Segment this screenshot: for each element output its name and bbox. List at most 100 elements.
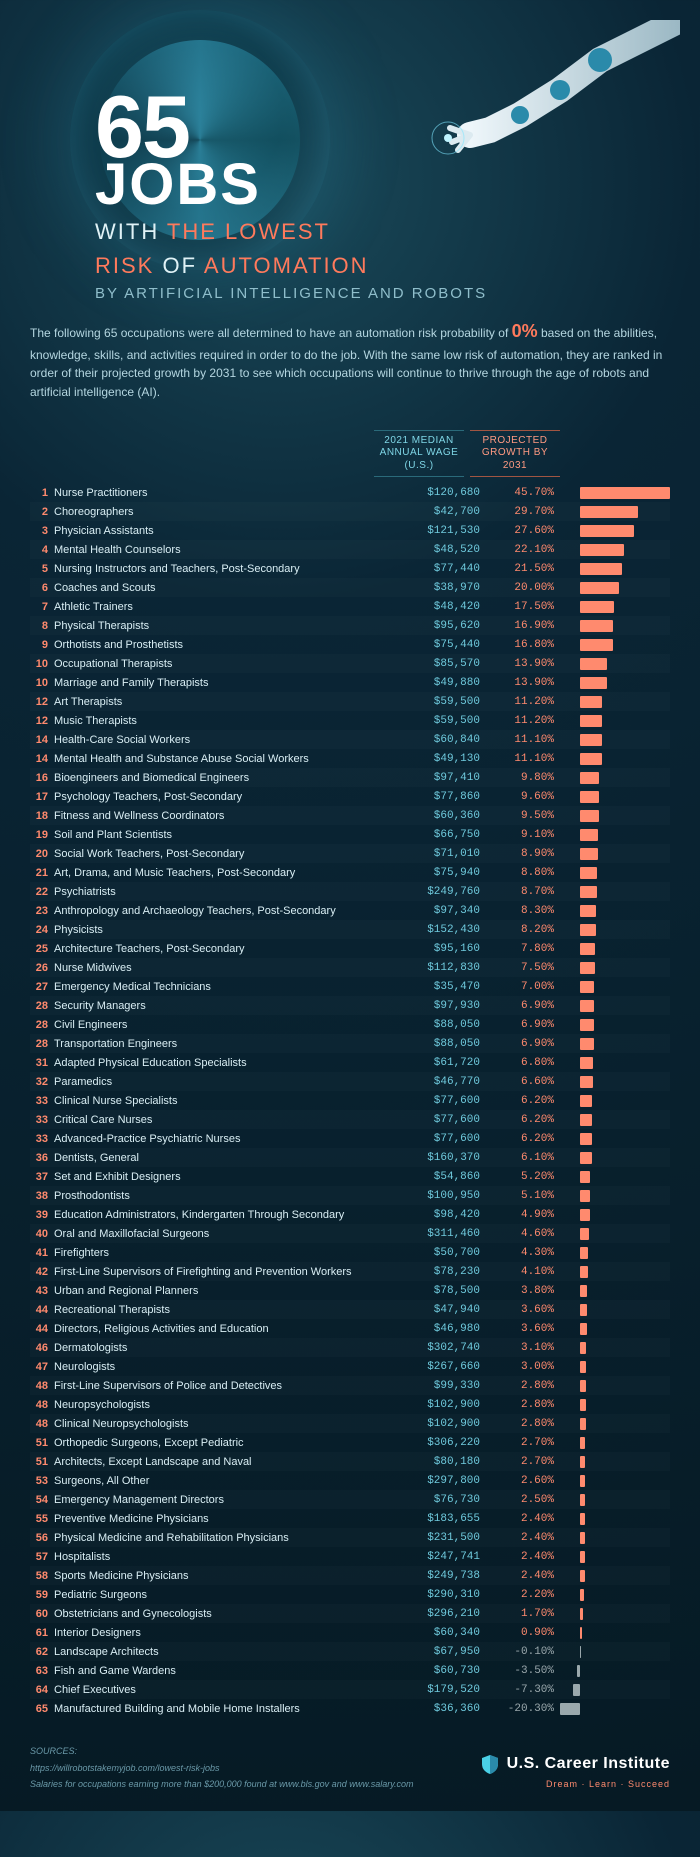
rank-cell: 36 <box>30 1152 54 1164</box>
table-row: 48Neuropsychologists$102,900 2.80% <box>30 1395 670 1414</box>
table-row: 60Obstetricians and Gynecologists$296,21… <box>30 1604 670 1623</box>
growth-cell: 5.20% <box>490 1171 560 1183</box>
job-cell: Orthotists and Prosthetists <box>54 639 400 651</box>
bar-cell <box>560 733 670 747</box>
sub2-of: OF <box>162 253 203 278</box>
job-cell: Architecture Teachers, Post-Secondary <box>54 943 400 955</box>
rank-cell: 43 <box>30 1285 54 1297</box>
bar-cell <box>560 1341 670 1355</box>
wage-cell: $47,940 <box>400 1304 490 1316</box>
rank-cell: 17 <box>30 791 54 803</box>
table-row: 26Nurse Midwives$112,830 7.50% <box>30 958 670 977</box>
growth-cell: 9.60% <box>490 791 560 803</box>
bar-cell <box>560 638 670 652</box>
table-row: 20Social Work Teachers, Post-Secondary$7… <box>30 844 670 863</box>
job-cell: Nurse Midwives <box>54 962 400 974</box>
rank-cell: 24 <box>30 924 54 936</box>
wage-cell: $231,500 <box>400 1532 490 1544</box>
rank-cell: 10 <box>30 658 54 670</box>
job-cell: Transportation Engineers <box>54 1038 400 1050</box>
bar-cell <box>560 1303 670 1317</box>
job-cell: Neuropsychologists <box>54 1399 400 1411</box>
table-row: 14Mental Health and Substance Abuse Soci… <box>30 749 670 768</box>
table-row: 14Health-Care Social Workers$60,840 11.1… <box>30 730 670 749</box>
growth-cell: 11.20% <box>490 715 560 727</box>
table-row: 64Chief Executives$179,520-7.30% <box>30 1680 670 1699</box>
table-row: 3Physician Assistants$121,530 27.60% <box>30 521 670 540</box>
growth-cell: 7.80% <box>490 943 560 955</box>
wage-cell: $75,440 <box>400 639 490 651</box>
bar-cell <box>560 847 670 861</box>
table-row: 48First-Line Supervisors of Police and D… <box>30 1376 670 1395</box>
job-cell: Psychiatrists <box>54 886 400 898</box>
bar-cell <box>560 1265 670 1279</box>
shield-icon <box>479 1753 501 1775</box>
bar-cell <box>560 790 670 804</box>
job-cell: Security Managers <box>54 1000 400 1012</box>
job-cell: Civil Engineers <box>54 1019 400 1031</box>
rank-cell: 65 <box>30 1703 54 1715</box>
brand-text: U.S. Career Institute <box>507 1755 670 1772</box>
rank-cell: 6 <box>30 582 54 594</box>
bar-cell <box>560 562 670 576</box>
growth-cell: -0.10% <box>490 1646 560 1658</box>
growth-cell: 29.70% <box>490 506 560 518</box>
wage-cell: $60,840 <box>400 734 490 746</box>
job-cell: Chief Executives <box>54 1684 400 1696</box>
growth-bar <box>580 506 638 518</box>
job-cell: Soil and Plant Scientists <box>54 829 400 841</box>
job-cell: Occupational Therapists <box>54 658 400 670</box>
wage-cell: $50,700 <box>400 1247 490 1259</box>
growth-cell: 9.50% <box>490 810 560 822</box>
sources-label: SOURCES: <box>30 1744 414 1758</box>
bar-cell <box>560 1417 670 1431</box>
wage-cell: $48,520 <box>400 544 490 556</box>
growth-bar <box>580 1608 583 1620</box>
growth-bar <box>580 810 599 822</box>
job-cell: Nursing Instructors and Teachers, Post-S… <box>54 563 400 575</box>
rank-cell: 38 <box>30 1190 54 1202</box>
wage-cell: $160,370 <box>400 1152 490 1164</box>
rank-cell: 33 <box>30 1114 54 1126</box>
bar-cell <box>560 1018 670 1032</box>
job-cell: Athletic Trainers <box>54 601 400 613</box>
table-row: 33Advanced-Practice Psychiatric Nurses$7… <box>30 1129 670 1148</box>
growth-cell: 20.00% <box>490 582 560 594</box>
growth-cell: 3.60% <box>490 1304 560 1316</box>
wage-cell: $290,310 <box>400 1589 490 1601</box>
rank-cell: 47 <box>30 1361 54 1373</box>
rank-cell: 2 <box>30 506 54 518</box>
growth-bar <box>580 1399 586 1411</box>
growth-bar <box>580 867 597 879</box>
job-cell: Surgeons, All Other <box>54 1475 400 1487</box>
growth-bar <box>580 1000 594 1012</box>
wage-cell: $48,420 <box>400 601 490 613</box>
job-cell: Fish and Game Wardens <box>54 1665 400 1677</box>
rank-cell: 51 <box>30 1456 54 1468</box>
table-row: 16Bioengineers and Biomedical Engineers$… <box>30 768 670 787</box>
bar-cell <box>560 1132 670 1146</box>
rank-cell: 10 <box>30 677 54 689</box>
wage-cell: $183,655 <box>400 1513 490 1525</box>
bar-cell <box>560 1512 670 1526</box>
table-row: 18Fitness and Wellness Coordinators$60,3… <box>30 806 670 825</box>
growth-cell: 8.90% <box>490 848 560 860</box>
growth-cell: 22.10% <box>490 544 560 556</box>
growth-bar <box>580 848 598 860</box>
growth-bar <box>580 924 596 936</box>
job-cell: Choreographers <box>54 506 400 518</box>
growth-cell: 17.50% <box>490 601 560 613</box>
growth-cell: 11.20% <box>490 696 560 708</box>
growth-bar <box>580 544 624 556</box>
job-cell: Firefighters <box>54 1247 400 1259</box>
growth-cell: 2.50% <box>490 1494 560 1506</box>
table-row: 4Mental Health Counselors$48,520 22.10% <box>30 540 670 559</box>
wage-cell: $112,830 <box>400 962 490 974</box>
growth-cell: 8.70% <box>490 886 560 898</box>
table-row: 61Interior Designers$60,340 0.90% <box>30 1623 670 1642</box>
growth-cell: 11.10% <box>490 734 560 746</box>
table-row: 9Orthotists and Prosthetists$75,440 16.8… <box>30 635 670 654</box>
table-row: 24Physicists$152,430 8.20% <box>30 920 670 939</box>
job-cell: Art Therapists <box>54 696 400 708</box>
table-row: 58Sports Medicine Physicians$249,738 2.4… <box>30 1566 670 1585</box>
